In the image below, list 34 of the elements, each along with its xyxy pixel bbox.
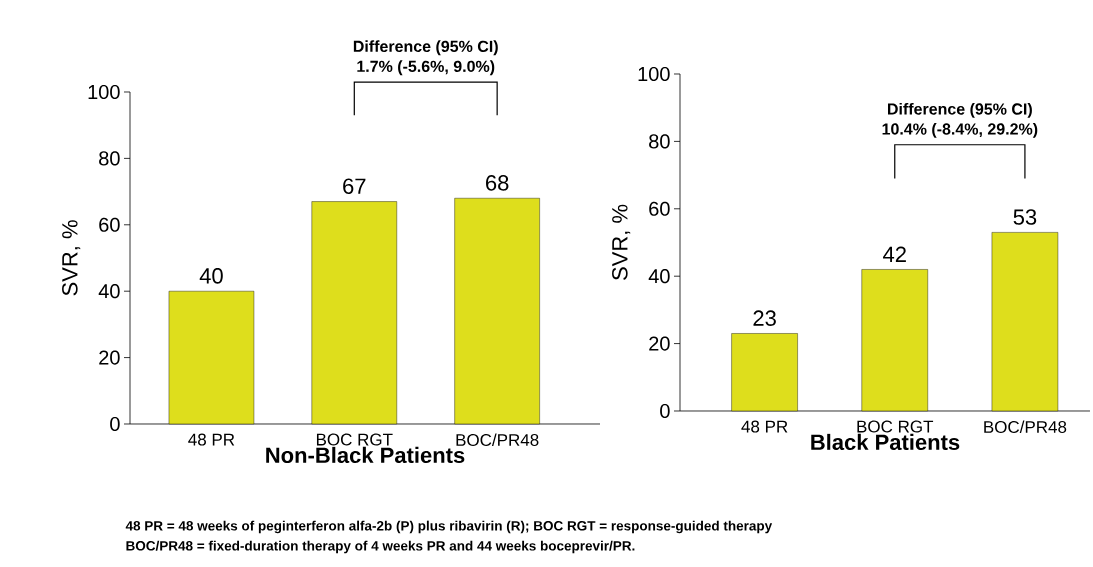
x-axis-title: Non-Black Patients	[266, 446, 465, 464]
data-label: 68	[486, 175, 509, 191]
y-axis-title: SVR, %	[612, 204, 631, 280]
y-tick-label: 40	[98, 284, 120, 299]
data-label: 42	[883, 246, 906, 262]
y-tick-label: 60	[649, 201, 670, 216]
y-tick-label: 20	[99, 350, 120, 365]
text: BOC/PR48 = fixed-duration therapy of 4 weeks PR and 44 weeks boceprevir/PR.	[126, 540, 635, 554]
text: 1.7% (-5.6%, 9.0%)	[357, 60, 495, 76]
text: 48 PR = 48 weeks of peginterferon alfa-2b (P) plus ribavirin (R); BOC RGT = response-guided therapy	[125, 520, 773, 534]
x-tick-label: BOC RGT	[316, 433, 393, 446]
x-tick-label: BOC RGT	[857, 420, 934, 433]
annotation: Difference (95% CI)	[888, 102, 1032, 118]
y-tick-label: 100	[638, 66, 670, 82]
y-tick-label: 60	[99, 217, 120, 232]
data-label: 40	[199, 268, 223, 284]
y-tick-label: 0	[660, 403, 670, 419]
y-tick-label: 80	[649, 134, 670, 149]
y-tick-label: 40	[648, 269, 670, 284]
y-tick-label: 0	[110, 416, 120, 432]
y-tick-label: 20	[649, 336, 670, 351]
text: Difference (95% CI)	[353, 40, 498, 56]
y-tick-label: 80	[99, 151, 120, 166]
x-tick-label: BOC/PR48	[984, 420, 1067, 434]
x-tick-label: 48 PR	[741, 420, 788, 433]
x-tick-label: BOC/PR48	[456, 433, 539, 447]
y-tick-label: 100	[88, 84, 120, 100]
y-axis-title: SVR, %	[62, 220, 81, 296]
data-label: 67	[343, 178, 366, 195]
annotation: 10.4% (-8.4%, 29.2%)	[882, 122, 1038, 138]
x-axis-title: Black Patients	[811, 433, 960, 451]
data-label: 53	[1013, 209, 1037, 225]
data-label: 23	[753, 310, 776, 326]
x-tick-label: 48 PR	[188, 433, 235, 446]
